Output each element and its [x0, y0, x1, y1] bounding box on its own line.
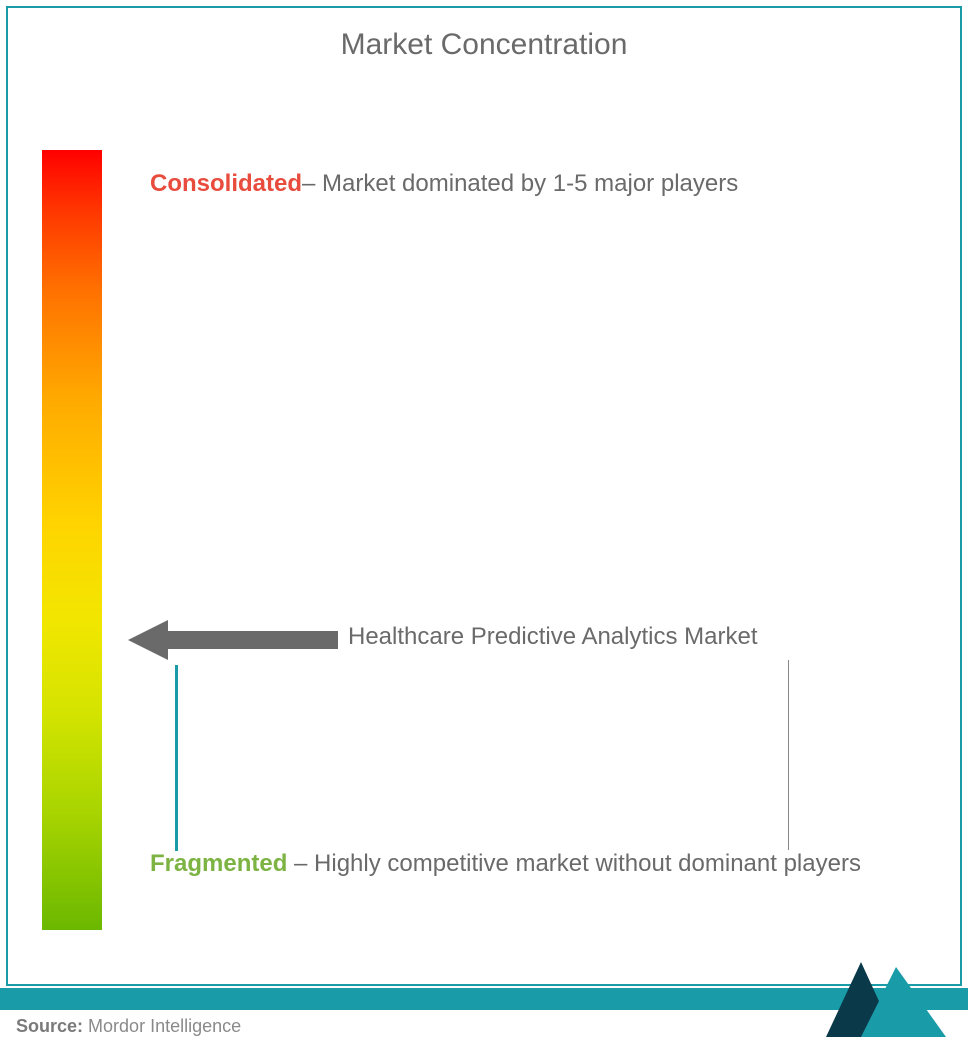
chart-title: Market Concentration [0, 28, 968, 62]
marker-arrow [128, 620, 338, 660]
callout-vline-right [788, 660, 789, 850]
fragmented-rest: – Highly competitive market without domi… [287, 850, 861, 877]
chart-border [6, 6, 962, 986]
fragmented-label: Fragmented – Highly competitive market w… [150, 840, 861, 888]
source-value: Mordor Intelligence [88, 1016, 241, 1036]
concentration-gradient-bar [42, 150, 102, 930]
source-attribution: Source: Mordor Intelligence [16, 1016, 241, 1037]
consolidated-rest: – Market dominated by 1-5 major players [302, 170, 738, 197]
fragmented-bold: Fragmented [150, 850, 287, 877]
source-label: Source: [16, 1016, 83, 1036]
mordor-logo-icon [816, 952, 956, 1042]
callout-vline-left [175, 665, 178, 851]
consolidated-bold: Consolidated [150, 170, 302, 197]
consolidated-label: Consolidated– Market dominated by 1-5 ma… [150, 160, 738, 208]
market-name-label: Healthcare Predictive Analytics Market [348, 623, 758, 651]
